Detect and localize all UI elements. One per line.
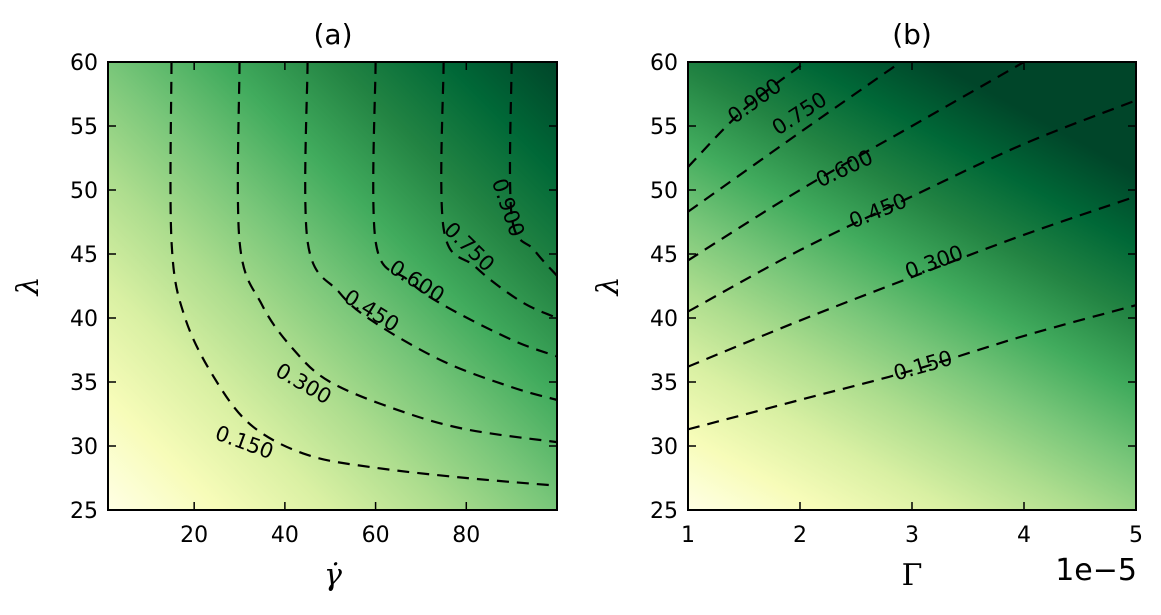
panel-b-heatmap bbox=[688, 62, 1136, 510]
panel-a-x-axis-label: γ̇ bbox=[324, 558, 342, 593]
panel-b-y-ticks: 25 30 35 40 45 50 55 60 bbox=[650, 51, 1136, 524]
panel-a-x-ticks: 20 40 60 80 bbox=[180, 62, 480, 548]
x-tick-label: 3 bbox=[905, 523, 919, 548]
contour-line-0.300 bbox=[236, 62, 557, 444]
y-tick-label: 50 bbox=[70, 179, 98, 204]
contour-line-0.900 bbox=[508, 62, 557, 277]
y-tick-label: 25 bbox=[70, 499, 98, 524]
x-tick-label: 2 bbox=[793, 523, 807, 548]
y-tick-label: 25 bbox=[650, 499, 678, 524]
y-tick-label: 45 bbox=[70, 243, 98, 268]
panel-a-heatmap bbox=[108, 62, 557, 510]
contour-line-0.750 bbox=[440, 62, 557, 320]
contour-line-0.150 bbox=[169, 62, 557, 487]
y-tick-label: 60 bbox=[650, 51, 678, 76]
y-tick-label: 55 bbox=[70, 115, 98, 140]
y-tick-label: 35 bbox=[650, 371, 678, 396]
contour-line-0.300 bbox=[688, 195, 1136, 368]
y-tick-label: 30 bbox=[650, 435, 678, 460]
panel-a-frame bbox=[107, 61, 558, 511]
panel-b-x-axis-label: Γ bbox=[902, 558, 923, 593]
contour-line-0.450 bbox=[688, 99, 1136, 313]
contour-line-0.750 bbox=[688, 62, 902, 213]
contour-line-0.900 bbox=[688, 62, 807, 168]
x-tick-label: 20 bbox=[180, 523, 208, 548]
panel-a-y-ticks: 25 30 35 40 45 50 55 60 bbox=[70, 51, 557, 524]
y-tick-label: 50 bbox=[650, 179, 678, 204]
y-tick-label: 40 bbox=[70, 307, 98, 332]
panel-b-title: (b) bbox=[892, 18, 932, 51]
y-tick-label: 30 bbox=[70, 435, 98, 460]
x-tick-label: 80 bbox=[452, 523, 480, 548]
y-tick-label: 40 bbox=[650, 307, 678, 332]
panel-b-x-offset-label: 1e−5 bbox=[1055, 553, 1137, 588]
contour-line-0.150 bbox=[688, 304, 1136, 431]
y-tick-label: 45 bbox=[650, 243, 678, 268]
x-tick-label: 4 bbox=[1017, 523, 1031, 548]
x-tick-label: 1 bbox=[681, 523, 695, 548]
panel-b-y-axis-label: λ bbox=[591, 276, 626, 296]
panel-a-y-axis-label: λ bbox=[11, 276, 46, 296]
panel-b-x-ticks: 1 2 3 4 5 bbox=[681, 62, 1143, 548]
x-tick-label: 5 bbox=[1129, 523, 1143, 548]
y-tick-label: 55 bbox=[650, 115, 678, 140]
x-tick-label: 40 bbox=[271, 523, 299, 548]
panel-b-contours bbox=[688, 62, 1136, 431]
panel-a-title: (a) bbox=[313, 18, 352, 51]
x-tick-label: 60 bbox=[362, 523, 390, 548]
y-tick-label: 35 bbox=[70, 371, 98, 396]
panel-a-contours bbox=[169, 62, 557, 487]
y-tick-label: 60 bbox=[70, 51, 98, 76]
